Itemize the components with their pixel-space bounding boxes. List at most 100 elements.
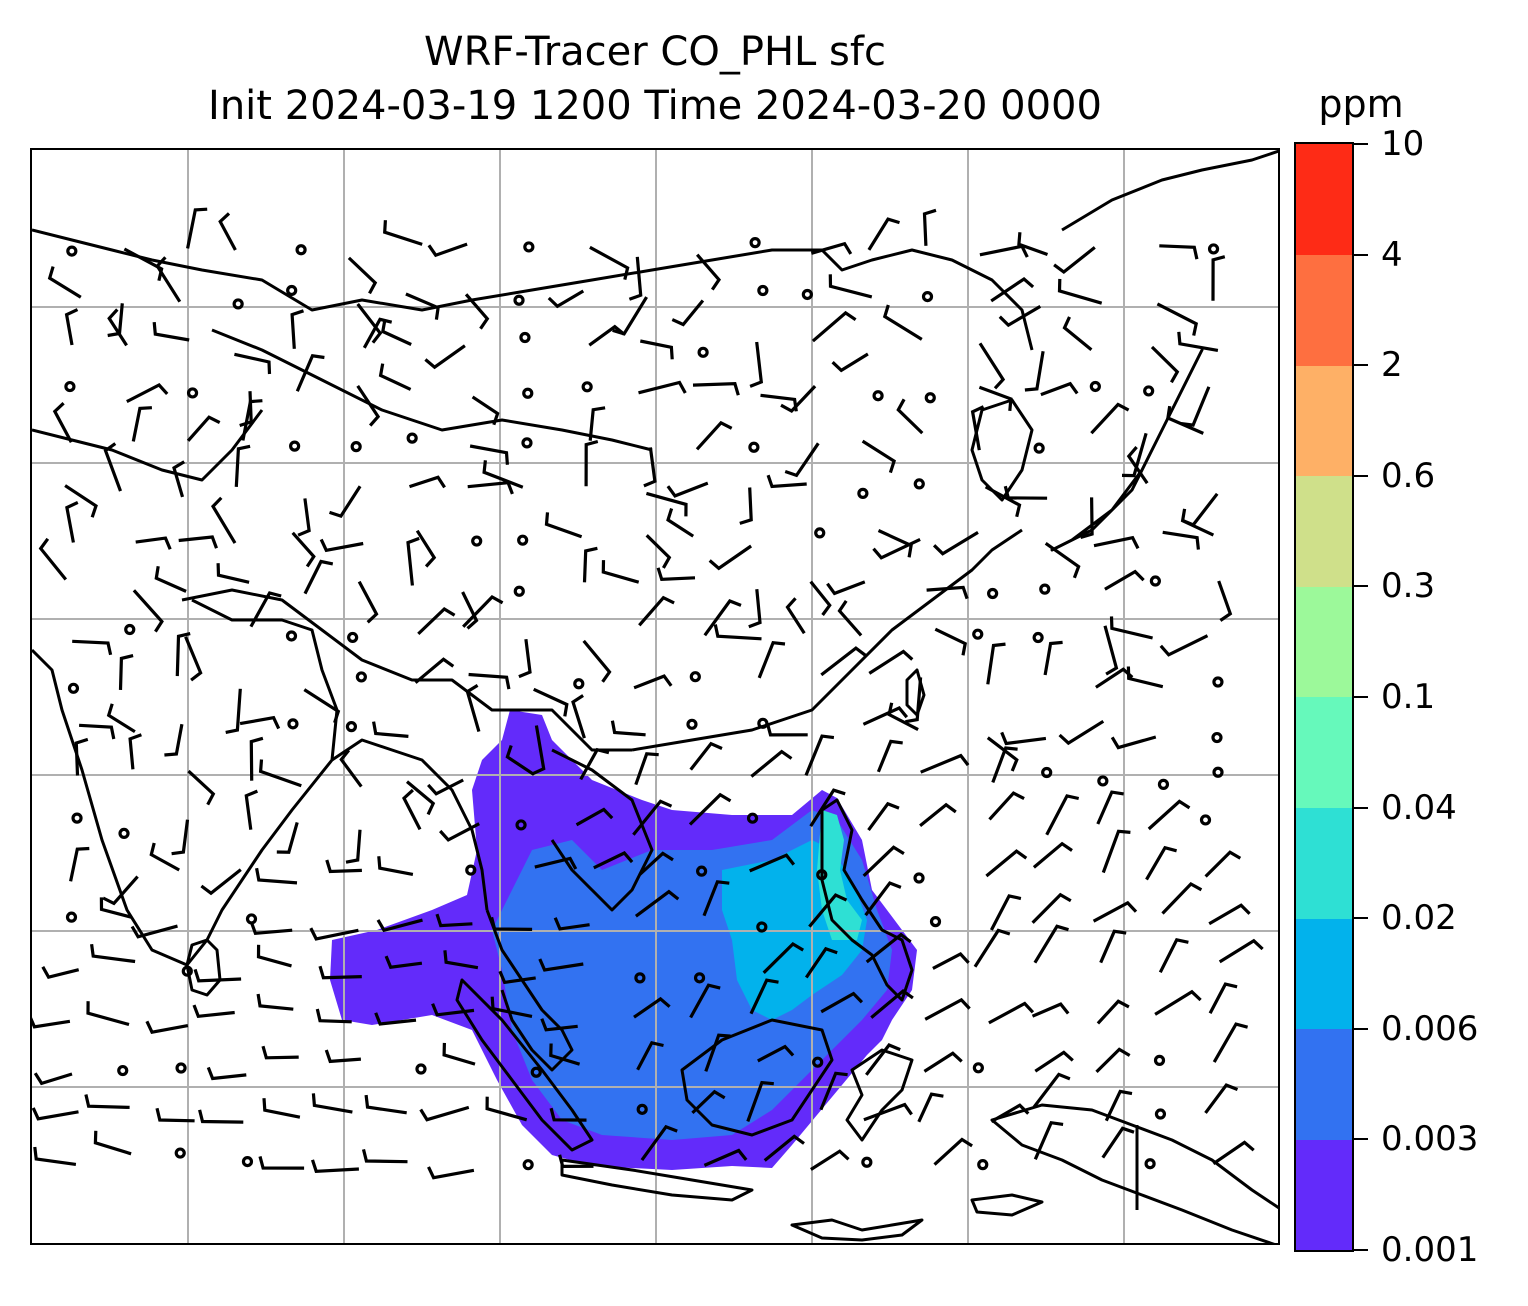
wind-barb xyxy=(471,395,500,426)
wind-barb xyxy=(1080,497,1094,539)
wind-barb xyxy=(748,589,762,629)
wind-barb xyxy=(175,632,191,677)
wind-barb xyxy=(130,924,178,939)
wind-barb xyxy=(633,674,673,690)
wind-barb xyxy=(867,801,900,832)
wind-barb xyxy=(924,997,971,1021)
wind-barb xyxy=(634,752,659,786)
wind-barb xyxy=(241,399,263,441)
wind-barb xyxy=(988,1001,1035,1025)
wind-barb xyxy=(33,1072,73,1086)
wind-barb xyxy=(258,759,302,788)
wind-barb xyxy=(239,715,281,730)
calm-wind-marker xyxy=(816,869,828,881)
calm-wind-marker xyxy=(581,381,593,393)
wind-barb xyxy=(405,292,440,320)
wind-barb xyxy=(643,447,657,488)
wind-barb xyxy=(990,276,1035,303)
border-china-mongolia xyxy=(32,228,1034,351)
wind-barb xyxy=(979,244,1029,258)
wind-barb xyxy=(1031,892,1072,924)
colorbar-segment xyxy=(1296,1139,1352,1251)
wind-barb xyxy=(123,247,164,282)
wind-barb xyxy=(38,537,68,581)
wind-barb xyxy=(876,739,903,773)
colorbar-tick xyxy=(1354,1249,1368,1251)
colorbar-segment xyxy=(1296,586,1352,698)
wind-barb xyxy=(688,792,732,826)
calm-wind-marker xyxy=(65,911,78,923)
calm-wind-marker xyxy=(924,392,936,404)
wind-barb xyxy=(749,853,796,873)
colorbar-tick-label: 4 xyxy=(1381,234,1403,275)
wind-barb xyxy=(378,363,412,391)
wind-barb xyxy=(601,560,640,584)
wind-barb xyxy=(465,684,481,733)
wind-barb xyxy=(383,220,423,246)
wind-barb xyxy=(74,737,89,776)
wind-barb xyxy=(164,723,184,757)
tracer-plume xyxy=(330,710,917,1170)
wind-barb xyxy=(72,639,113,656)
coastline-southeast-asia xyxy=(485,909,574,1072)
wind-barb xyxy=(757,1044,795,1063)
wind-barb xyxy=(1161,882,1203,915)
wind-barb xyxy=(290,309,305,349)
wind-barb xyxy=(414,657,455,684)
wind-barb xyxy=(540,1018,578,1032)
wind-barb xyxy=(746,1080,774,1122)
wind-barb xyxy=(588,406,606,441)
wind-barb xyxy=(79,723,116,740)
wind-barb xyxy=(490,916,533,931)
colorbar-tick xyxy=(1354,1027,1368,1030)
wind-barb xyxy=(384,955,423,969)
wind-barb xyxy=(376,918,423,933)
calm-wind-marker xyxy=(1032,631,1044,644)
map-subtitle: Init 2024-03-19 1200 Time 2024-03-20 000… xyxy=(208,83,1102,129)
colorbar-tick-label: 0.02 xyxy=(1381,898,1457,939)
wind-barb xyxy=(986,642,1006,685)
calm-wind-marker xyxy=(295,244,307,256)
wind-barb xyxy=(645,534,672,569)
calm-wind-marker xyxy=(355,671,367,683)
wind-barb xyxy=(991,746,1018,783)
wind-barb xyxy=(922,208,937,246)
wind-barb xyxy=(186,207,208,249)
wind-barb xyxy=(1212,1140,1255,1166)
calm-wind-marker xyxy=(857,487,869,499)
wind-barb xyxy=(152,321,190,342)
wind-barb xyxy=(1003,485,1048,500)
wind-barb xyxy=(1212,1022,1249,1063)
wind-barb xyxy=(763,1134,805,1162)
wind-barb xyxy=(291,531,316,568)
calm-wind-marker xyxy=(287,718,299,730)
calm-wind-marker xyxy=(1212,766,1224,778)
wind-barb xyxy=(1208,903,1251,926)
wind-barb xyxy=(870,988,914,1019)
wind-barb xyxy=(695,420,733,451)
wind-barb xyxy=(820,991,864,1014)
wind-barb xyxy=(584,439,599,487)
calm-wind-marker xyxy=(515,819,527,831)
coastline-timor xyxy=(970,1193,1044,1217)
wind-barb xyxy=(666,481,709,498)
wind-barb xyxy=(1040,381,1079,397)
wind-barb xyxy=(1031,1002,1070,1018)
wind-barb xyxy=(415,529,437,568)
calm-wind-marker xyxy=(522,1159,534,1171)
coastline-sulawesi xyxy=(845,1048,914,1142)
wind-barb xyxy=(575,807,614,827)
wind-barb xyxy=(1101,829,1131,874)
calm-wind-marker xyxy=(1199,814,1212,826)
wind-barb xyxy=(826,580,866,596)
calm-wind-marker xyxy=(693,972,706,984)
wind-barb xyxy=(325,859,362,874)
wind-barb xyxy=(703,599,742,637)
calm-wind-marker xyxy=(1143,385,1155,397)
wind-barb xyxy=(862,706,909,726)
wind-barb xyxy=(417,606,456,636)
wind-barb xyxy=(1204,1083,1239,1114)
border-tibet xyxy=(211,328,653,452)
wind-barb xyxy=(989,894,1022,931)
wind-barb xyxy=(1204,850,1242,878)
